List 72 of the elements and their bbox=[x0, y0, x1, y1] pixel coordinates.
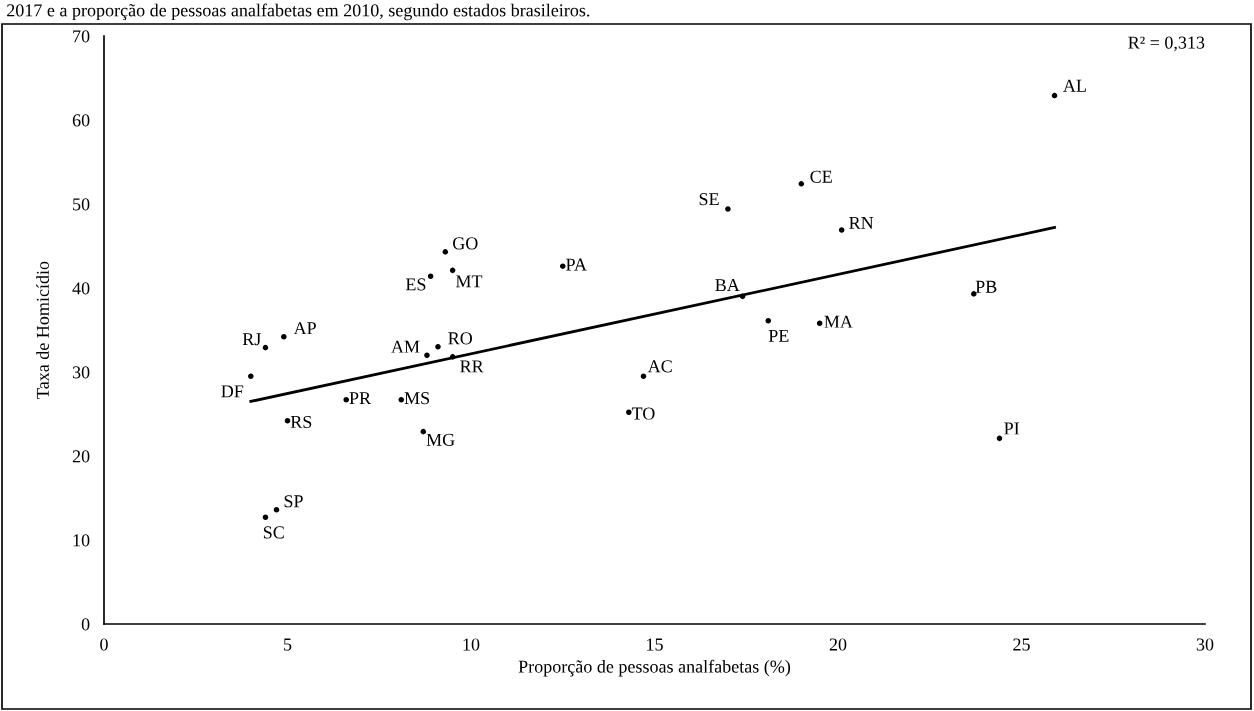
data-label: PE bbox=[768, 329, 789, 342]
data-label: MA bbox=[824, 315, 853, 328]
data-label: RS bbox=[290, 415, 312, 429]
point bbox=[626, 409, 632, 416]
point bbox=[640, 373, 647, 379]
data-label: ES bbox=[405, 278, 426, 291]
data-label: PB bbox=[975, 280, 997, 293]
x-axis-title: Proporção de pessoas analfabetas (%) bbox=[518, 659, 791, 677]
point bbox=[449, 354, 456, 360]
data-label: RR bbox=[460, 360, 484, 373]
data-label: MS bbox=[404, 392, 430, 405]
chart-title: 2017 e a proporção de pessoas analfabetas em 2010, segundo estados brasileiros. bbox=[7, 3, 590, 21]
point bbox=[343, 396, 349, 403]
y-axis-title: Taxa de Homicídio bbox=[36, 261, 49, 399]
y-tick-label: 50 bbox=[73, 198, 90, 211]
point bbox=[559, 263, 566, 269]
point bbox=[816, 320, 823, 327]
y-tick-label: 0 bbox=[81, 618, 90, 631]
y-tick-label: 60 bbox=[72, 114, 90, 127]
data-label: RJ bbox=[242, 333, 261, 346]
y-tick-label: 20 bbox=[72, 450, 90, 463]
data-label: DF bbox=[221, 385, 244, 398]
point bbox=[281, 333, 287, 340]
x-tick-label: 0 bbox=[100, 638, 108, 651]
data-label: SC bbox=[263, 526, 284, 539]
point bbox=[262, 514, 269, 521]
data-label: PI bbox=[1004, 422, 1020, 435]
data-label: AL bbox=[1063, 79, 1086, 92]
annotation: R² = 0,313 bbox=[1128, 36, 1205, 52]
x-tick-label: 25 bbox=[1013, 638, 1030, 651]
data-label: MG bbox=[426, 433, 455, 446]
data-label: MT bbox=[455, 275, 483, 288]
data-label: TO bbox=[631, 407, 655, 420]
data-label: RN bbox=[849, 217, 874, 229]
data-label: SE bbox=[699, 193, 719, 206]
data-label: BA bbox=[715, 279, 740, 292]
point bbox=[725, 206, 731, 212]
data-label: AP bbox=[293, 322, 316, 335]
data-label: RO bbox=[448, 332, 473, 345]
y-tick-label: 70 bbox=[73, 30, 90, 43]
point bbox=[427, 273, 434, 280]
point bbox=[273, 506, 280, 513]
point bbox=[284, 417, 291, 424]
point bbox=[262, 344, 269, 351]
point bbox=[798, 181, 805, 187]
x-tick-label: 10 bbox=[463, 638, 480, 651]
point bbox=[248, 373, 254, 379]
x-tick-label: 15 bbox=[647, 638, 663, 651]
data-label: CE bbox=[810, 170, 832, 183]
point bbox=[765, 317, 772, 324]
point bbox=[449, 267, 456, 274]
x-tick-label: 5 bbox=[284, 638, 292, 651]
y-tick-label: 10 bbox=[73, 534, 90, 547]
x-tick-label: 30 bbox=[1196, 638, 1214, 651]
data-label: AC bbox=[647, 360, 672, 373]
data-label: PA bbox=[566, 258, 587, 271]
point bbox=[435, 344, 441, 350]
y-tick-label: 30 bbox=[72, 366, 90, 379]
data-label: PR bbox=[349, 392, 372, 405]
point bbox=[420, 428, 427, 435]
data-label: AM bbox=[391, 340, 420, 353]
x-tick-label: 20 bbox=[829, 638, 847, 651]
point bbox=[996, 435, 1003, 442]
point bbox=[442, 249, 449, 255]
point bbox=[1051, 92, 1058, 99]
point bbox=[971, 291, 977, 297]
point bbox=[424, 352, 430, 358]
point bbox=[838, 227, 845, 233]
data-label: SP bbox=[284, 495, 303, 508]
y-tick-label: 40 bbox=[72, 282, 90, 295]
data-label: GO bbox=[453, 237, 478, 250]
point bbox=[739, 293, 746, 300]
